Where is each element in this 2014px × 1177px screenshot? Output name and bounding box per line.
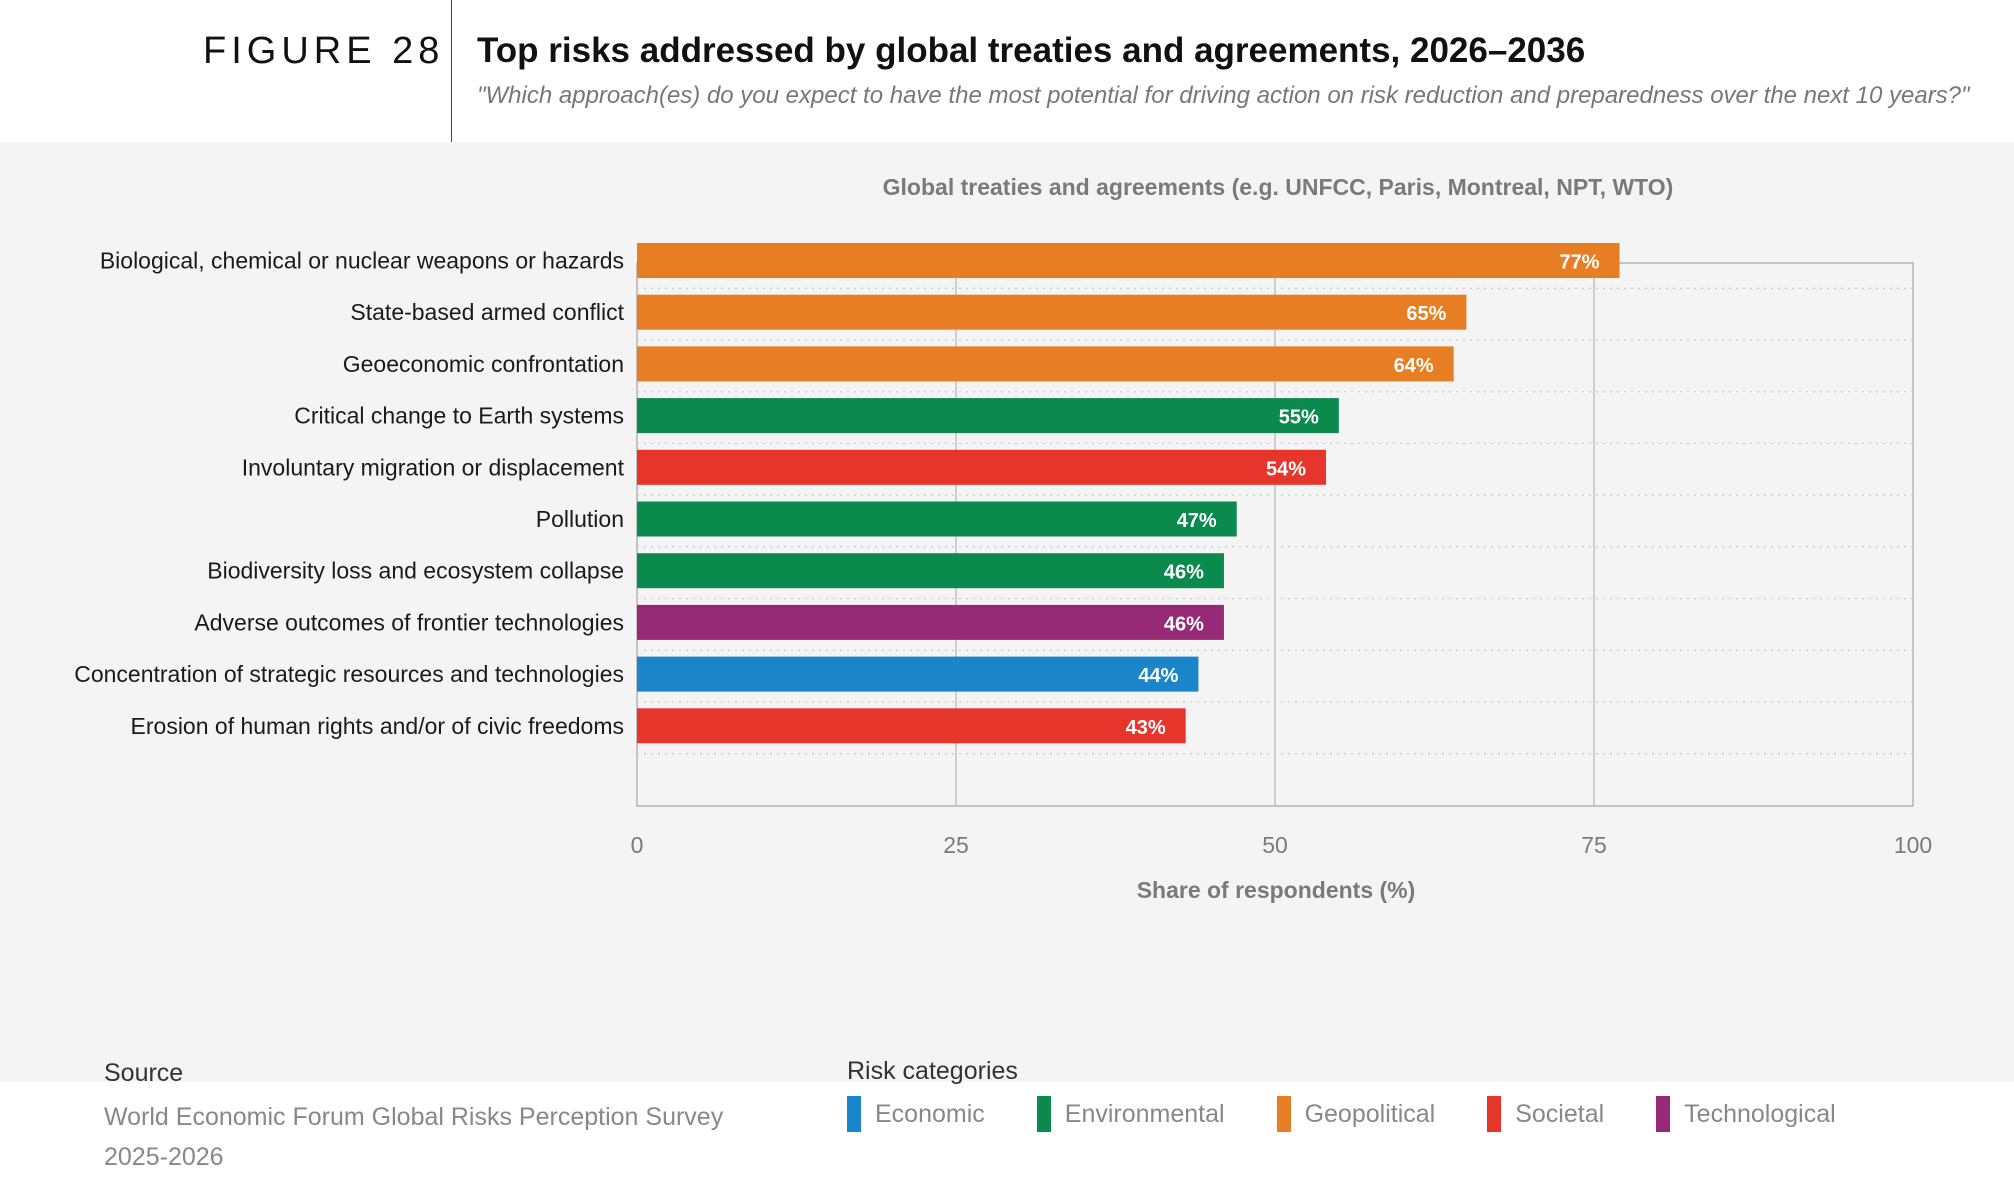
category-label: Critical change to Earth systems [294,403,624,429]
x-tick-label: 75 [1581,832,1607,858]
legend-text: Environmental [1064,1099,1225,1128]
bar-layer: 77% 65% 64% 55% 54% 47% 46% 46% 44% 43% [637,243,1620,744]
bar-value-label: 43% [1126,717,1166,739]
legend-text: Economic [875,1099,985,1128]
bar [637,449,1327,485]
bar-value-label: 46% [1164,613,1204,635]
bar-value-label: 44% [1138,665,1178,687]
bar [637,604,1224,640]
bar [637,346,1454,382]
bar [637,294,1467,330]
legend-swatch [1036,1096,1051,1132]
x-tick-label: 50 [1262,832,1288,858]
figure-header: FIGURE 28 Top risks addressed by global … [0,0,2014,142]
bar-value-label: 65% [1406,303,1446,325]
legend-swatch [847,1096,861,1132]
bar-value-label: 47% [1177,510,1217,532]
x-tick-label: 25 [943,832,969,858]
legend-item: Economic [847,1096,985,1132]
category-label: Involuntary migration or displacement [242,454,625,480]
x-axis-ticks: 0 25 50 75 100 [631,832,1933,858]
figure-subtitle: "Which approach(es) do you expect to hav… [477,82,1970,109]
bar [637,398,1339,434]
bar [637,656,1199,692]
category-label: Biological, chemical or nuclear weapons … [100,248,624,274]
legend-swatch [1276,1096,1291,1132]
legend-item: Technological [1656,1096,1836,1132]
grid-layer [636,262,1914,807]
legend-text: Technological [1684,1099,1836,1128]
category-label: Biodiversity loss and ecosystem collapse [207,558,624,584]
source-label: Source [104,1059,184,1087]
bar [637,243,1620,278]
figure-label: FIGURE 28 [203,30,445,72]
category-label: Concentration of strategic resources and… [74,661,624,687]
x-tick-label: 100 [1894,832,1932,858]
category-label: State-based armed conflict [350,299,624,325]
bar-value-label: 46% [1164,562,1204,584]
legend-text: Societal [1515,1099,1605,1128]
legend-item: Environmental [1036,1096,1225,1132]
chart-title: Global treaties and agreements (e.g. UNF… [883,174,1674,200]
bar [637,708,1186,744]
bar [637,553,1224,589]
legend-item: Geopolitical [1276,1096,1436,1132]
header-divider [451,0,452,142]
figure-title: Top risks addressed by global treaties a… [477,31,1586,70]
bar-value-label: 54% [1266,458,1306,480]
category-labels: Biological, chemical or nuclear weapons … [74,248,624,739]
category-label: Erosion of human rights and/or of civic … [131,713,624,739]
legend-text: Geopolitical [1304,1099,1436,1128]
x-tick-label: 0 [631,832,644,858]
x-axis-label: Share of respondents (%) [1137,877,1416,903]
bar-chart: Global treaties and agreements (e.g. UNF… [74,174,1933,903]
legend-swatch [1656,1096,1671,1132]
legend-label: Risk categories [847,1057,1018,1085]
category-label: Pollution [536,506,624,532]
category-label: Adverse outcomes of frontier technologie… [194,609,624,635]
category-label: Geoeconomic confrontation [343,351,624,377]
bar-value-label: 64% [1394,355,1434,377]
chart-area: Global treaties and agreements (e.g. UNF… [0,142,2014,947]
legend-item: Societal [1487,1096,1604,1132]
bar-value-label: 77% [1559,252,1599,274]
legend-swatch [1487,1096,1502,1132]
bar [637,501,1237,537]
chart-panel: Global treaties and agreements (e.g. UNF… [0,142,2014,1171]
bar-value-label: 55% [1279,407,1319,429]
legend: Economic Environmental Geopolitical Societa… [847,1096,1888,1132]
source-text: World Economic Forum Global Risks Percep… [104,1103,724,1171]
